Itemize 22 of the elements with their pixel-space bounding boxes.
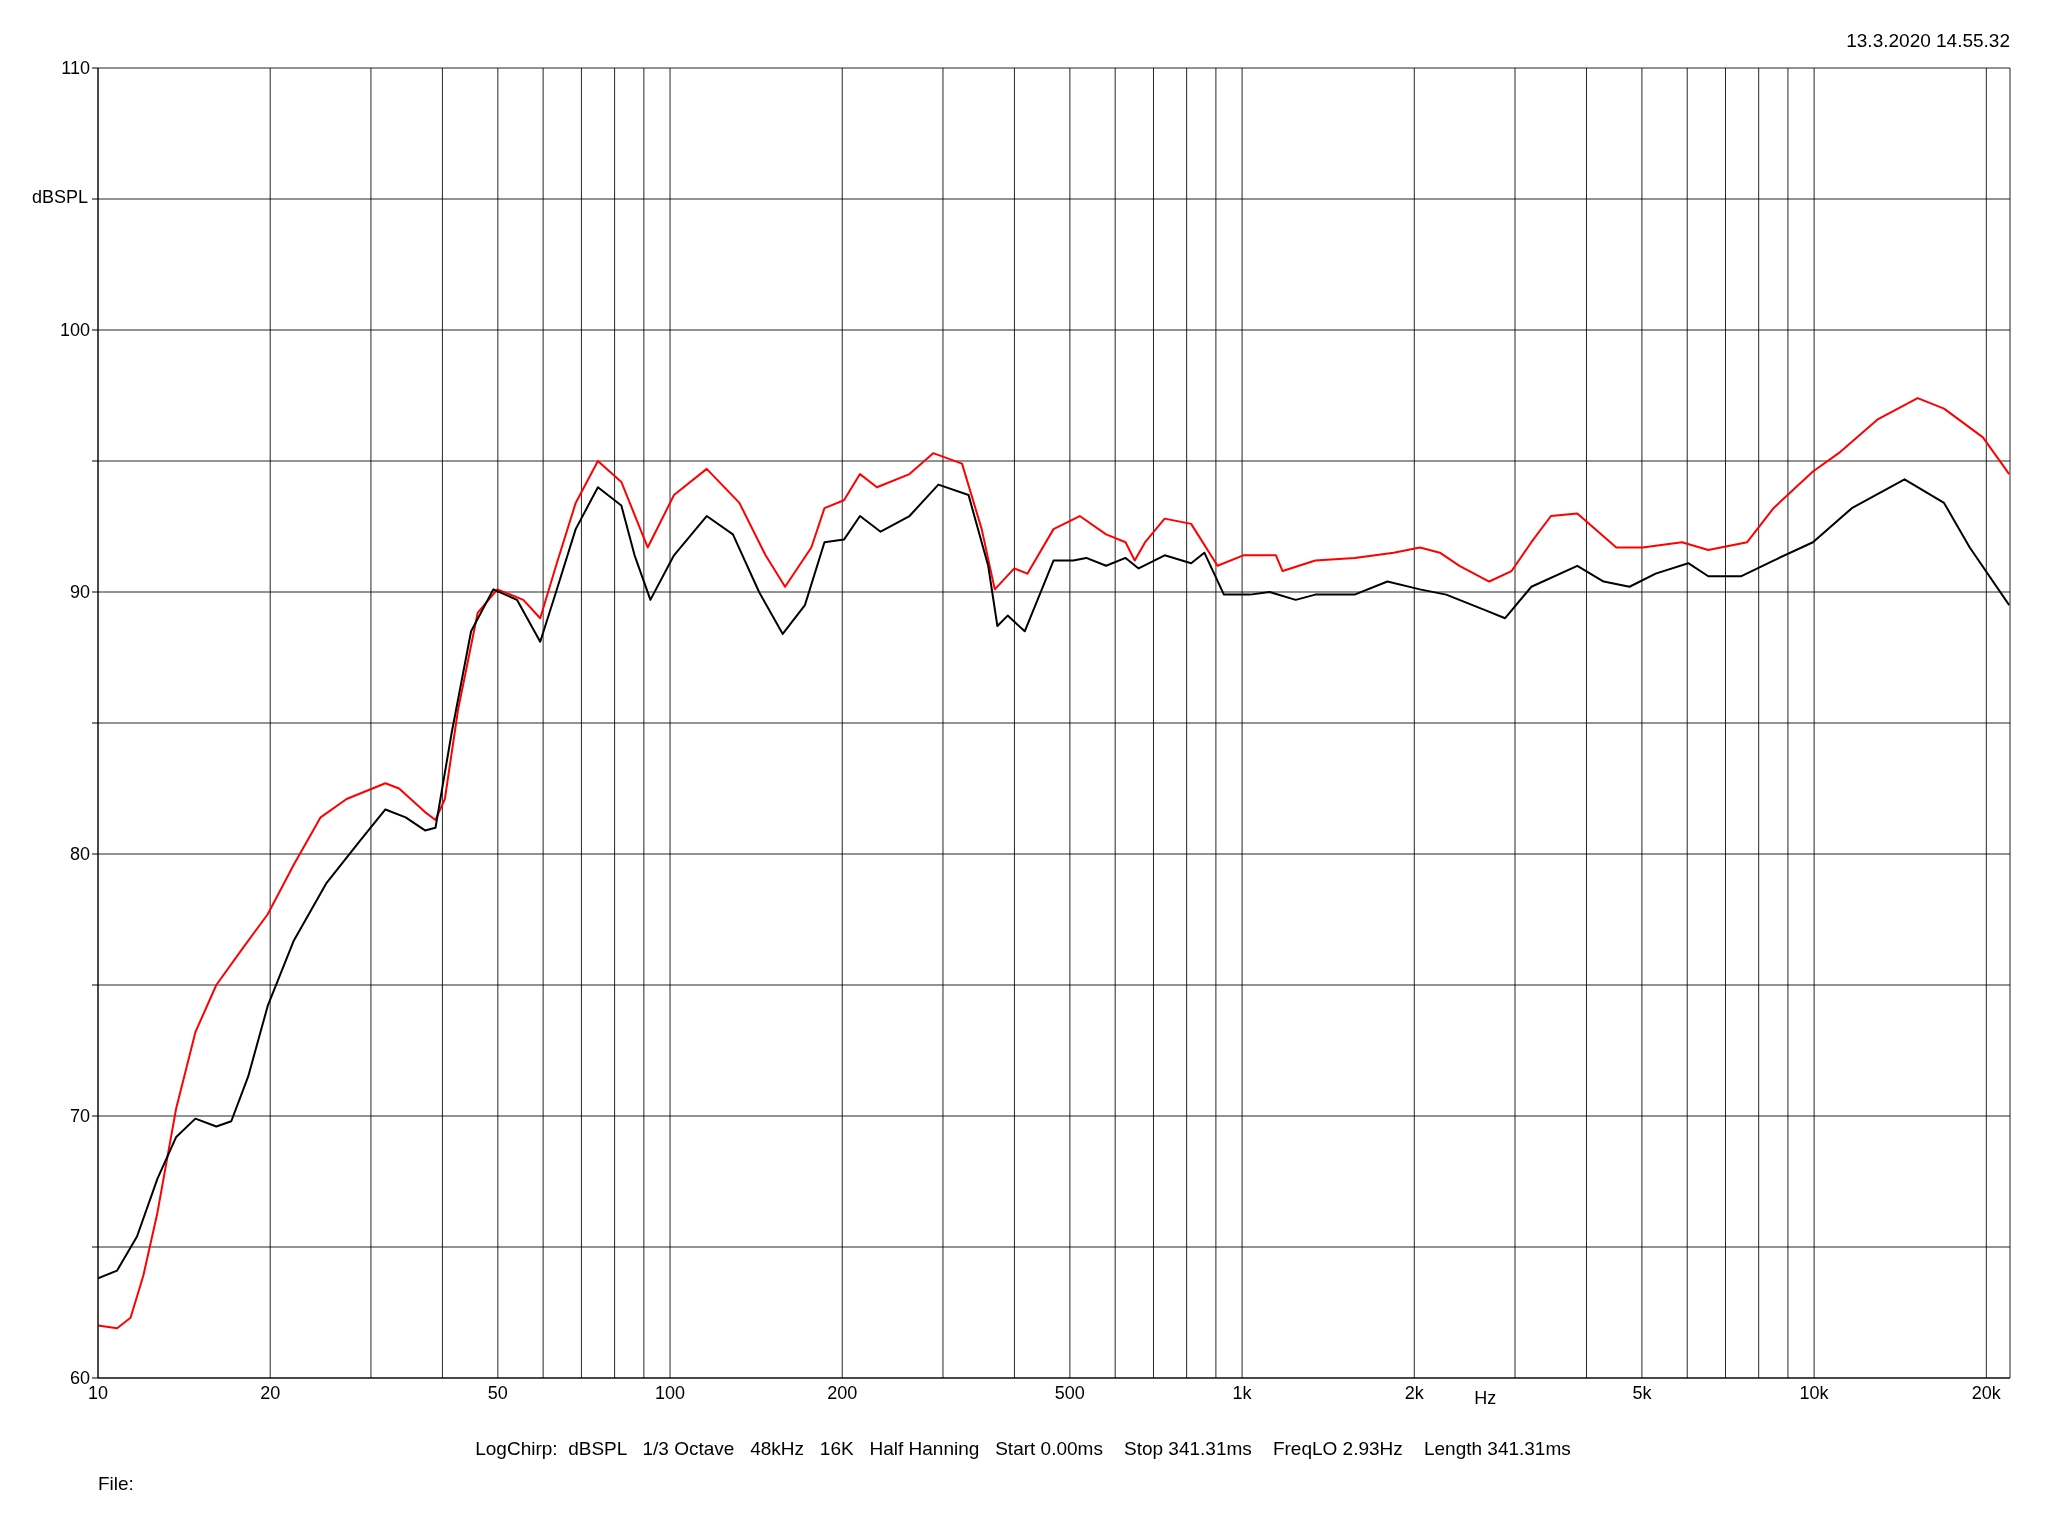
x-tick-label: 20k bbox=[1971, 1382, 2002, 1403]
text: 13.3.2020 14.55.32 bbox=[1846, 30, 2010, 52]
y-tick-label: 60 bbox=[69, 1368, 90, 1389]
y-tick-label: 90 bbox=[69, 582, 90, 603]
x-tick-label: 20 bbox=[260, 1382, 281, 1403]
y-tick-label: 80 bbox=[69, 844, 90, 865]
text: LogChirp: dBSPL 1/3 Octave 48kHz 16K Half Hanning Start 0.00ms Stop 341.31ms FreqLO 2.93Hz Length 341.31ms bbox=[474, 1438, 1572, 1460]
y-tick-label: 110 bbox=[61, 58, 90, 79]
x-tick-label: 500 bbox=[1054, 1382, 1085, 1403]
x-axis-title: Hz bbox=[1474, 1388, 1497, 1409]
x-tick-label: 5k bbox=[1632, 1382, 1653, 1403]
x-tick-label: 10k bbox=[1799, 1382, 1830, 1403]
x-tick-label: 200 bbox=[827, 1382, 858, 1403]
y-tick-label: 100 bbox=[59, 320, 90, 341]
x-tick-label: 1k bbox=[1232, 1382, 1253, 1403]
x-tick-label: 10 bbox=[87, 1382, 109, 1403]
y-axis-title: dBSPL bbox=[32, 187, 89, 208]
x-tick-label: 2k bbox=[1404, 1382, 1425, 1403]
text: File: bbox=[98, 1473, 134, 1495]
x-tick-label: 50 bbox=[487, 1382, 508, 1403]
x-tick-label: 100 bbox=[655, 1382, 686, 1403]
y-tick-label: 70 bbox=[69, 1106, 90, 1127]
